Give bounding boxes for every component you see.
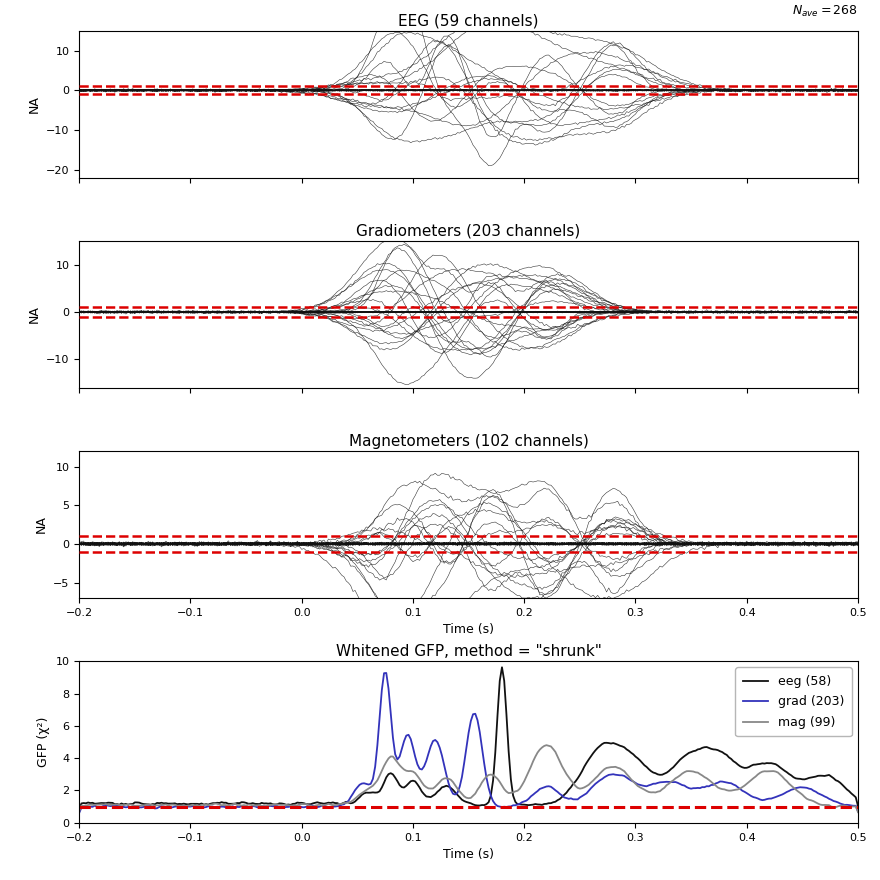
eeg (58) xyxy=(439,781,450,792)
mag (99) xyxy=(470,788,480,799)
X-axis label: Time (s): Time (s) xyxy=(444,848,494,861)
grad (203) xyxy=(388,732,399,743)
eeg (58) xyxy=(385,768,396,779)
mag (99) xyxy=(732,784,743,795)
grad (203) xyxy=(732,782,743,793)
Y-axis label: NA: NA xyxy=(34,516,48,533)
mag (99) xyxy=(441,773,451,783)
eeg (58) xyxy=(470,800,480,810)
Line: eeg (58): eeg (58) xyxy=(79,667,858,810)
Legend: eeg (58), grad (203), mag (99): eeg (58), grad (203), mag (99) xyxy=(736,667,852,737)
Line: grad (203): grad (203) xyxy=(79,673,858,813)
grad (203) xyxy=(473,715,483,725)
mag (99) xyxy=(541,740,552,751)
eeg (58) xyxy=(732,759,743,770)
Y-axis label: NA: NA xyxy=(27,95,40,114)
grad (203) xyxy=(773,791,783,802)
mag (99) xyxy=(773,767,783,778)
eeg (58) xyxy=(441,781,451,791)
Y-axis label: GFP (χ²): GFP (χ²) xyxy=(37,717,50,767)
Title: EEG (59 channels): EEG (59 channels) xyxy=(399,13,539,28)
Title: Whitened GFP, method = "shrunk": Whitened GFP, method = "shrunk" xyxy=(335,643,602,658)
grad (203) xyxy=(853,806,863,817)
Title: Magnetometers (102 channels): Magnetometers (102 channels) xyxy=(348,434,589,449)
eeg (58) xyxy=(773,760,783,771)
Y-axis label: NA: NA xyxy=(27,305,40,323)
Title: Gradiometers (203 channels): Gradiometers (203 channels) xyxy=(356,224,581,238)
eeg (58) xyxy=(853,801,863,811)
mag (99) xyxy=(439,774,450,784)
grad (203) xyxy=(441,769,451,780)
grad (203) xyxy=(444,778,454,788)
mag (99) xyxy=(74,806,84,817)
eeg (58) xyxy=(74,804,84,815)
eeg (58) xyxy=(496,662,507,672)
Line: mag (99): mag (99) xyxy=(79,745,858,812)
Text: $N_{ave}=268$: $N_{ave}=268$ xyxy=(792,4,858,19)
grad (203) xyxy=(381,668,392,678)
grad (203) xyxy=(74,808,84,818)
mag (99) xyxy=(853,807,863,818)
X-axis label: Time (s): Time (s) xyxy=(444,623,494,636)
mag (99) xyxy=(385,752,396,762)
